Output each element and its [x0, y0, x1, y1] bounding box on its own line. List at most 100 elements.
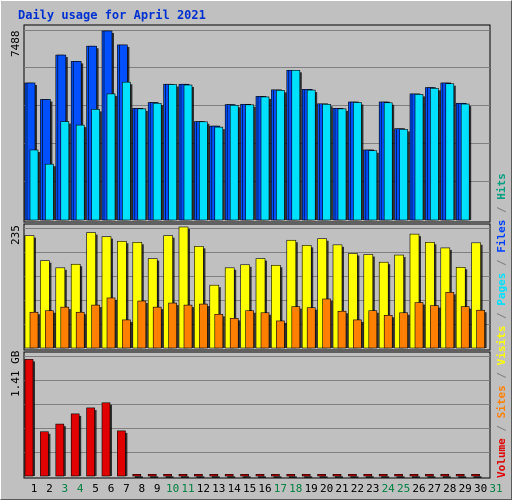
- visits-bar: [224, 267, 235, 349]
- day-label: 4: [76, 482, 84, 495]
- visits-bar: [132, 241, 143, 349]
- day-label: 1: [30, 482, 38, 495]
- visits-bar: [378, 261, 389, 349]
- visits-bar: [117, 240, 127, 349]
- plot-area-3: [23, 351, 491, 479]
- sites-bar: [460, 306, 470, 349]
- day-label: 6: [107, 482, 115, 495]
- day-label: 10: [165, 482, 180, 495]
- day-label: 20: [319, 482, 334, 495]
- sites-bar: [29, 311, 39, 349]
- sites-bar: [168, 302, 177, 349]
- day-label: 31: [489, 482, 503, 495]
- visits-bar: [317, 238, 327, 349]
- volume-bar-shadow: [288, 476, 297, 478]
- sites-bar: [183, 304, 193, 349]
- volume-bar: [117, 430, 126, 477]
- volume-bar: [86, 407, 95, 477]
- volume-bar: [286, 473, 296, 477]
- volume-bar-shadow: [134, 476, 143, 478]
- day-label: 26: [412, 482, 426, 495]
- sites-bar: [430, 305, 439, 349]
- visits-bar: [101, 236, 112, 349]
- legend-item: Sites: [495, 385, 508, 419]
- pages-bar: [353, 102, 362, 221]
- legend-item: /: [495, 418, 508, 439]
- pages-bar: [368, 150, 378, 221]
- sites-bar: [445, 292, 455, 349]
- volume-bar: [101, 402, 111, 477]
- sites-bar: [276, 320, 285, 349]
- volume-bar-shadow: [458, 476, 467, 478]
- volume-bar: [178, 473, 188, 477]
- volume-bar: [317, 473, 326, 477]
- volume-bar: [224, 473, 234, 477]
- day-label: 2: [46, 482, 53, 495]
- sites-bar: [122, 319, 131, 349]
- sites-bar: [214, 313, 224, 349]
- visits-bar: [471, 242, 481, 349]
- sites-bar: [137, 300, 147, 349]
- volume-bar: [425, 473, 434, 477]
- day-label: 5: [92, 482, 99, 495]
- sites-bar: [337, 310, 347, 349]
- pages-bar: [276, 90, 285, 221]
- volume-bar: [55, 423, 65, 477]
- sites-bar: [106, 297, 116, 349]
- legend-item: Visits: [495, 325, 508, 366]
- day-label: 11: [181, 482, 195, 495]
- sites-bar: [322, 298, 331, 349]
- visits-axis-max-label: 235: [9, 225, 22, 245]
- pages-bar: [137, 108, 147, 221]
- legend-item: Hits: [495, 173, 508, 200]
- day-label: 19: [304, 482, 318, 495]
- volume-bar: [455, 473, 465, 477]
- pages-bar: [168, 84, 177, 221]
- day-label: 17: [273, 482, 288, 495]
- day-label: 15: [242, 482, 257, 495]
- volume-bar-shadow: [365, 476, 374, 478]
- day-label: 18: [289, 482, 303, 495]
- volume-bar: [255, 473, 265, 477]
- legend-item: Files: [495, 219, 508, 253]
- visits-bar: [363, 254, 374, 349]
- sites-bar: [291, 306, 301, 349]
- visits-bar: [178, 226, 189, 349]
- volume-bar: [194, 473, 203, 477]
- day-label: 8: [138, 482, 146, 495]
- legend-item: Volume: [495, 438, 508, 478]
- sites-bar: [91, 304, 100, 349]
- volume-bar-shadow: [273, 476, 282, 478]
- sites-bar: [260, 312, 270, 349]
- day-label: 25: [396, 482, 411, 495]
- volume-bar-shadow: [211, 476, 220, 478]
- volume-bar: [471, 473, 480, 477]
- day-label: 21: [335, 482, 349, 495]
- visits-bar: [301, 245, 312, 349]
- volume-bar-shadow: [412, 476, 420, 478]
- legend-item: Pages: [495, 272, 508, 306]
- day-label: 7: [123, 482, 130, 495]
- visits-bar: [332, 244, 343, 349]
- volume-bar: [394, 473, 403, 477]
- sites-bar: [229, 318, 239, 349]
- pages-bar: [306, 89, 316, 221]
- visits-bar: [147, 258, 158, 349]
- volume-bar: [378, 473, 388, 477]
- sites-bar: [476, 309, 485, 349]
- pages-bar: [445, 83, 455, 221]
- legend-item: /: [495, 199, 508, 220]
- volume-bar: [348, 473, 357, 477]
- pages-bar: [60, 121, 70, 221]
- sites-bar: [383, 315, 393, 349]
- pages-bar: [399, 129, 408, 221]
- visits-bar: [163, 235, 173, 349]
- pages-bar: [414, 94, 424, 221]
- visits-bar: [425, 241, 435, 349]
- sites-bar: [199, 303, 208, 349]
- volume-bar-shadow: [319, 476, 328, 478]
- volume-bar: [240, 473, 249, 477]
- volume-bar: [163, 473, 172, 477]
- volume-bar: [440, 473, 450, 477]
- day-label: 16: [258, 482, 272, 495]
